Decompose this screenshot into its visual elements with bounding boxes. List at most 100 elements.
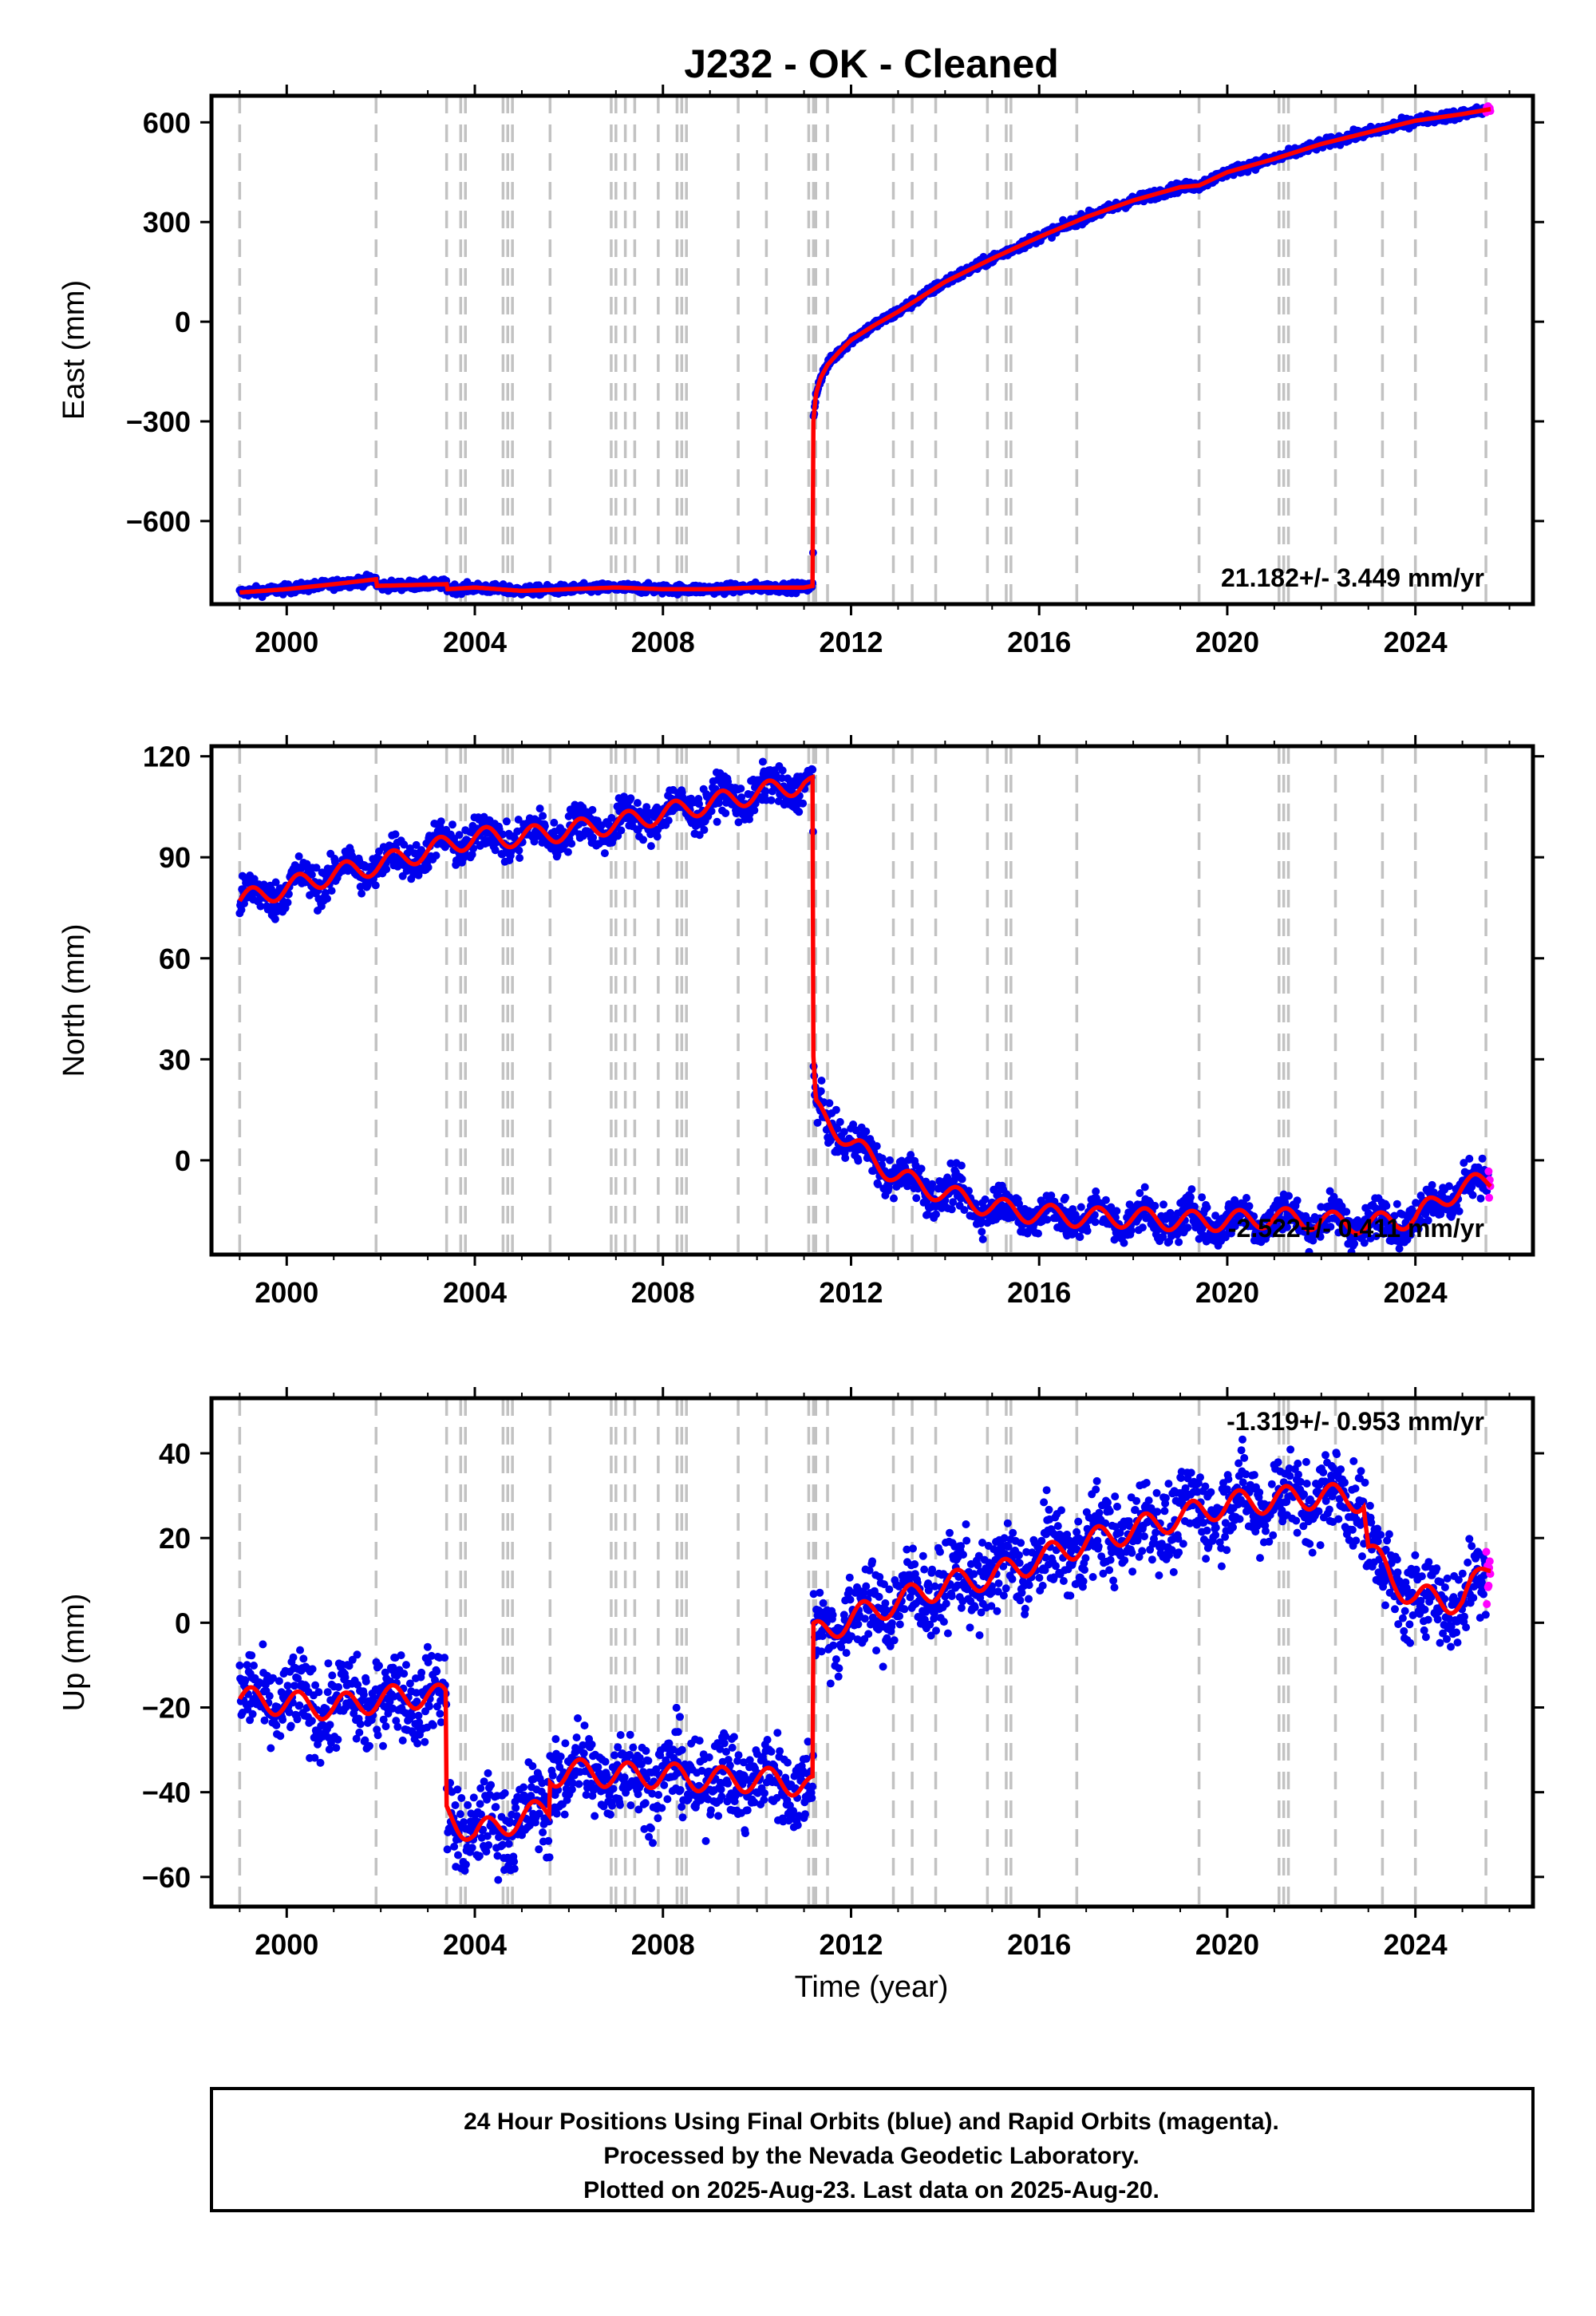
north-final-point [432, 852, 440, 860]
up-points [235, 1435, 1495, 1884]
up-final-point [353, 1650, 361, 1659]
north-final-point [1245, 1202, 1254, 1211]
north-panel: 2000 2004 2008 2012 2016 2020 20241209060300No… [57, 735, 1544, 1309]
north-final-point [695, 800, 703, 808]
north-final-point [539, 812, 547, 820]
up-final-point [259, 1640, 267, 1649]
north-final-point [836, 1117, 844, 1126]
east-frame [209, 93, 1535, 607]
north-final-point [664, 816, 673, 825]
north-final-point [854, 1156, 863, 1165]
north-points [235, 757, 1495, 1255]
north-final-point [639, 836, 647, 844]
north-y-axis-label: North (mm) [57, 923, 91, 1077]
north-final-point [928, 1180, 937, 1188]
north-final-point [734, 818, 743, 827]
up-final-point [324, 1659, 333, 1668]
north-final-point [589, 833, 598, 842]
north-final-point [1138, 1223, 1147, 1232]
up-final-point [296, 1646, 304, 1654]
north-final-point [878, 1154, 887, 1163]
north-final-point [469, 844, 478, 853]
north-final-point [1468, 1191, 1477, 1199]
north-final-point [448, 820, 456, 829]
up-final-point [314, 1688, 323, 1697]
east-rate-label: 21.182+/- 3.449 mm/yr [1221, 563, 1484, 592]
north-final-point [1034, 1229, 1042, 1238]
north-final-point [795, 808, 804, 816]
north-final-point [633, 799, 642, 808]
north-final-point [932, 1210, 940, 1219]
north-final-point [240, 899, 248, 908]
north-final-point [1061, 1193, 1069, 1202]
north-final-point [960, 1206, 969, 1215]
east-model-line [239, 106, 1491, 595]
north-final-point [312, 864, 321, 872]
north-final-point [813, 1118, 822, 1127]
north-rapid-point [1484, 1167, 1493, 1176]
north-final-point [713, 817, 721, 826]
north-x-tick-label: 2024 [1384, 1276, 1448, 1309]
north-y-tick-label: 120 [143, 741, 191, 773]
up-final-point [279, 1715, 287, 1724]
east-x-tick-label: 2024 [1384, 626, 1448, 658]
up-final-point [311, 1681, 320, 1690]
north-final-point [1112, 1207, 1121, 1215]
east-y-tick-label: 0 [175, 306, 191, 338]
north-final-point [808, 765, 817, 774]
north-final-point [1198, 1193, 1207, 1202]
east-event-lines [238, 96, 1487, 604]
north-final-point [646, 842, 655, 851]
up-final-point [299, 1654, 308, 1663]
north-final-point [502, 817, 511, 826]
north-final-point [1285, 1192, 1293, 1200]
north-final-point [947, 1205, 956, 1214]
north-final-point [1076, 1233, 1084, 1241]
north-final-point [455, 831, 464, 840]
east-x-tick-label: 2004 [443, 626, 507, 658]
north-final-point [371, 881, 380, 890]
north-final-point [737, 785, 745, 793]
north-final-point [437, 817, 445, 826]
north-final-point [1203, 1203, 1211, 1211]
north-final-point [620, 792, 628, 801]
north-final-point [778, 766, 787, 775]
up-final-point [356, 1720, 365, 1729]
up-panel: 2000 2004 2008 2012 2016 2020 202440200−20−40−… [57, 1387, 1544, 1961]
north-final-point [1083, 1227, 1092, 1235]
north-final-point [256, 902, 265, 911]
north-final-point [700, 825, 709, 834]
up-final-point [241, 1676, 250, 1685]
north-final-point [1151, 1202, 1159, 1210]
north-final-point [912, 1194, 921, 1203]
up-final-point [293, 1715, 302, 1724]
east-x-tick-label: 2008 [631, 626, 695, 658]
north-final-point [1091, 1218, 1100, 1227]
north-final-point [530, 837, 539, 846]
north-y-tick-label: 60 [159, 943, 191, 975]
north-final-point [833, 1124, 842, 1133]
north-final-point [841, 1154, 850, 1162]
north-final-point [817, 1077, 826, 1085]
north-final-point [653, 832, 662, 841]
up-final-point [272, 1721, 281, 1729]
north-final-point [737, 793, 746, 802]
north-final-point [958, 1175, 966, 1184]
north-final-point [1242, 1194, 1250, 1202]
north-final-point [767, 796, 776, 804]
up-final-point [235, 1661, 244, 1670]
north-final-point [391, 830, 400, 839]
up-final-point [334, 1683, 343, 1691]
north-final-point [978, 1235, 987, 1243]
north-final-point [1393, 1199, 1401, 1208]
up-final-point [359, 1690, 368, 1699]
north-final-point [907, 1151, 915, 1160]
north-final-point [1140, 1183, 1149, 1192]
north-x-tick-label: 2000 [255, 1276, 318, 1309]
up-final-point [275, 1677, 283, 1686]
chart-title: J232 - OK - Cleaned [684, 41, 1059, 86]
east-points [235, 102, 1495, 602]
north-final-point [284, 890, 293, 899]
north-final-point [707, 807, 716, 816]
north-final-point [825, 1099, 834, 1108]
